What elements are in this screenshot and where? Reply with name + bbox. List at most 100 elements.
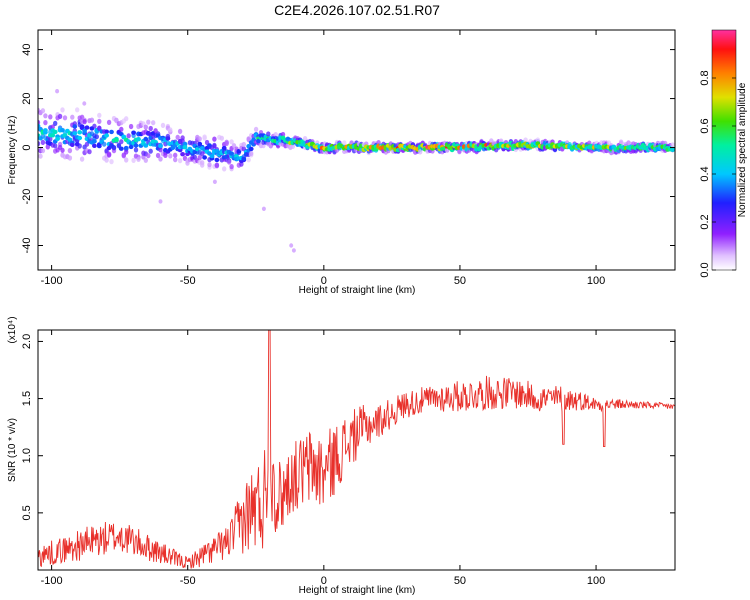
spectrogram-cell — [43, 113, 48, 119]
snr-y-tick-label: 1.0 — [21, 448, 33, 463]
spectrogram-cell — [192, 154, 197, 160]
snr-marks — [38, 330, 675, 569]
snr-x-tick-label: -50 — [180, 575, 196, 587]
spectrogram-cell — [72, 131, 78, 136]
spectrogram-cell — [121, 153, 127, 159]
spectrogram-cell — [670, 142, 675, 148]
spectrogram-cell — [202, 135, 207, 141]
spectrogram-cell — [50, 133, 56, 138]
snr-x-label: Height of straight line (km) — [299, 585, 416, 596]
spectrogram-cell — [69, 142, 75, 147]
spectrogram-cell — [72, 124, 78, 129]
spectrogram-cell — [290, 143, 295, 149]
spectrogram-cell — [57, 113, 63, 119]
spectrogram-cell — [168, 153, 173, 159]
spectrogram-cell — [38, 153, 43, 159]
spectrogram-cell — [212, 142, 217, 148]
spectrogram-cell — [197, 155, 202, 161]
spectrogram-cell — [535, 137, 540, 143]
spectrogram-cell — [249, 150, 254, 156]
spectrogram-cell — [376, 140, 381, 146]
spectrogram-cell — [214, 157, 220, 163]
spectrogram-marks — [38, 89, 675, 253]
spectrogram-cell — [248, 146, 254, 152]
spectrogram-cell — [202, 155, 208, 160]
spectrogram-cell — [226, 159, 232, 165]
spectrogram-cell — [119, 126, 124, 132]
snr-y-multiplier: (x10⁴) — [7, 316, 18, 343]
spectrogram-cell — [175, 134, 180, 140]
spectrogram-cell — [148, 125, 153, 132]
snr-y-tick-label: 2.0 — [21, 334, 33, 349]
spectrogram-cell — [229, 164, 234, 170]
spectrogram-y-ticks: -40 -20 0 20 40 — [21, 43, 675, 253]
spectrogram-cell — [124, 116, 129, 122]
spectrogram-cell — [43, 120, 48, 126]
spectrogram-cell — [197, 136, 202, 142]
spectrogram-cell — [123, 145, 129, 151]
spectrogram-cell — [185, 160, 190, 166]
spectrogram-cell — [79, 156, 85, 162]
snr-frame — [37, 329, 676, 571]
snr-y-tick-label: 0.5 — [21, 505, 33, 520]
spectrogram-cell — [253, 126, 259, 132]
spectrogram-cell — [163, 152, 168, 158]
snr-y-tick-label: 1.5 — [21, 391, 33, 406]
spectrogram-cell — [97, 112, 102, 118]
spectrogram-cell — [146, 119, 151, 125]
spectrogram-cell — [266, 131, 271, 137]
spectrogram-cell — [38, 141, 41, 147]
spectrogram-cell — [50, 124, 55, 130]
spectrogram-cell — [342, 140, 347, 146]
spectrogram-cell — [114, 138, 119, 143]
spectrogram-cell — [124, 157, 129, 163]
spectrogram-cell — [136, 156, 141, 162]
spectrogram-cell — [173, 152, 178, 158]
spectrogram-cell — [280, 131, 286, 138]
spectrogram-cell — [224, 140, 229, 147]
spectrogram-cell — [200, 162, 205, 168]
spectrogram-x-tick-label: 50 — [454, 275, 466, 287]
spectrogram-cell — [214, 163, 220, 169]
spectrogram-cell — [92, 143, 97, 148]
spectrogram-cell — [48, 136, 53, 142]
spectrogram-outlier — [158, 199, 163, 204]
spectrogram-cell — [222, 166, 227, 172]
spectrogram-y-tick-label: 40 — [21, 43, 33, 55]
spectrogram-x-tick-label: 0 — [321, 275, 327, 287]
spectrogram-cell — [111, 145, 117, 151]
spectrogram-cell — [104, 129, 109, 134]
spectrogram-cell — [128, 144, 134, 150]
spectrogram-cell — [160, 122, 166, 128]
spectrogram-cell — [212, 136, 217, 142]
spectrogram-cell — [131, 130, 137, 135]
spectrogram-cell — [256, 138, 261, 144]
spectrogram-outlier — [291, 248, 296, 253]
spectrogram-cell — [207, 162, 212, 168]
figure-title: C2E4.2026.107.02.51.R07 — [274, 2, 440, 18]
spectrogram-cell — [109, 159, 114, 165]
spectrogram-cell — [40, 148, 46, 154]
spectrogram-cell — [40, 139, 46, 145]
spectrogram-cell — [53, 143, 58, 149]
snr-line — [38, 330, 675, 569]
spectrogram-cell — [92, 123, 97, 129]
spectrogram-cell — [106, 151, 112, 157]
spectrogram-cell — [60, 128, 65, 133]
spectrogram-cell — [180, 135, 185, 141]
spectrogram-cell — [151, 120, 156, 126]
spectrogram-cell — [109, 129, 114, 135]
spectrogram-cell — [106, 119, 112, 125]
spectrogram-cell — [48, 114, 53, 120]
spectrogram-cell — [102, 141, 107, 147]
spectrogram-cell — [209, 153, 215, 159]
spectrogram-cell — [168, 127, 173, 133]
colorbar-tick-label: 0.4 — [699, 166, 711, 181]
spectrogram-cell — [148, 148, 153, 154]
spectrogram-cell — [40, 108, 46, 114]
spectrogram-outlier — [261, 206, 266, 211]
spectrogram-cell — [67, 155, 73, 161]
spectrogram-x-label: Height of straight line (km) — [299, 285, 416, 296]
spectrogram-cell — [182, 145, 188, 150]
spectrogram-outlier — [289, 243, 294, 248]
